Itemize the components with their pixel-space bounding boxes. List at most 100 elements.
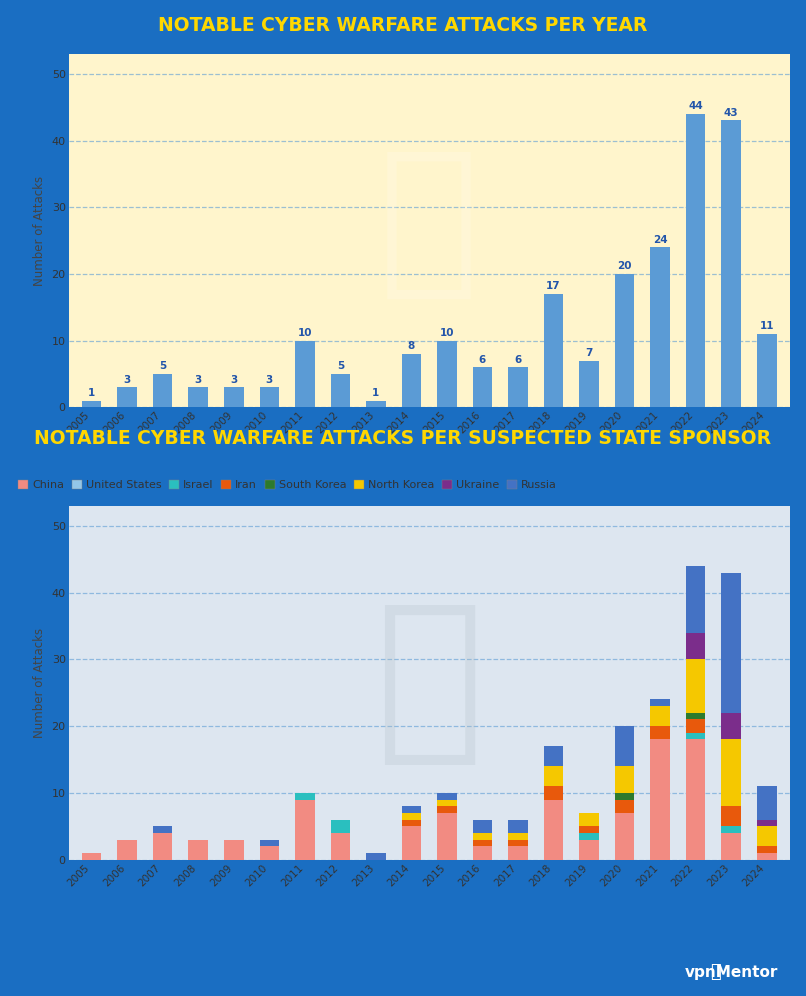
- Text: 10: 10: [440, 328, 455, 338]
- Bar: [650, 699, 670, 706]
- Bar: [224, 387, 243, 407]
- Bar: [580, 840, 599, 860]
- Bar: [686, 114, 705, 407]
- Text: 6: 6: [514, 355, 521, 365]
- Bar: [544, 766, 563, 786]
- Bar: [473, 820, 492, 833]
- Bar: [686, 733, 705, 739]
- Bar: [330, 833, 350, 860]
- Bar: [437, 806, 457, 813]
- Bar: [366, 853, 385, 860]
- Bar: [437, 800, 457, 806]
- Bar: [401, 354, 422, 407]
- Bar: [757, 820, 776, 827]
- Bar: [330, 820, 350, 833]
- Bar: [509, 847, 528, 860]
- Bar: [757, 786, 776, 820]
- Bar: [757, 847, 776, 853]
- Bar: [260, 847, 279, 860]
- Bar: [650, 726, 670, 739]
- Bar: [509, 368, 528, 407]
- Text: NOTABLE CYBER WARFARE ATTACKS PER YEAR: NOTABLE CYBER WARFARE ATTACKS PER YEAR: [158, 16, 648, 36]
- Bar: [686, 632, 705, 659]
- Bar: [473, 847, 492, 860]
- Bar: [82, 400, 102, 407]
- Bar: [721, 573, 741, 713]
- Text: 3: 3: [123, 374, 131, 384]
- Bar: [757, 827, 776, 847]
- Text: 43: 43: [724, 108, 738, 118]
- Bar: [509, 840, 528, 847]
- Bar: [650, 739, 670, 860]
- Bar: [580, 361, 599, 407]
- Text: 3: 3: [194, 374, 202, 384]
- Bar: [509, 820, 528, 833]
- Bar: [153, 833, 172, 860]
- Bar: [544, 746, 563, 766]
- Text: ⚿: ⚿: [379, 142, 480, 305]
- Bar: [721, 833, 741, 860]
- Bar: [544, 294, 563, 407]
- Bar: [615, 726, 634, 766]
- Y-axis label: Number of Attacks: Number of Attacks: [33, 175, 46, 286]
- Bar: [686, 719, 705, 733]
- Text: 11: 11: [759, 322, 774, 332]
- Text: 1: 1: [372, 388, 380, 398]
- Bar: [580, 833, 599, 840]
- Text: 17: 17: [546, 281, 561, 291]
- Bar: [330, 374, 350, 407]
- Bar: [437, 341, 457, 407]
- Bar: [686, 739, 705, 860]
- Text: 1: 1: [88, 388, 95, 398]
- Bar: [82, 853, 102, 860]
- Bar: [686, 566, 705, 632]
- Bar: [721, 121, 741, 407]
- Bar: [401, 827, 422, 860]
- Bar: [473, 368, 492, 407]
- Text: 🗺: 🗺: [375, 595, 484, 771]
- Bar: [580, 827, 599, 833]
- Bar: [615, 793, 634, 800]
- Bar: [473, 840, 492, 847]
- Text: 24: 24: [653, 235, 667, 245]
- Bar: [650, 247, 670, 407]
- Bar: [401, 806, 422, 813]
- Bar: [721, 713, 741, 739]
- Bar: [615, 813, 634, 860]
- Bar: [401, 820, 422, 827]
- Bar: [544, 800, 563, 860]
- Text: 3: 3: [266, 374, 273, 384]
- Bar: [615, 274, 634, 407]
- Text: 20: 20: [617, 261, 632, 271]
- Bar: [153, 827, 172, 833]
- Text: 3: 3: [231, 374, 238, 384]
- Bar: [189, 840, 208, 860]
- Text: 44: 44: [688, 102, 703, 112]
- Bar: [686, 659, 705, 713]
- Text: 5: 5: [337, 362, 344, 372]
- Bar: [401, 813, 422, 820]
- Bar: [580, 813, 599, 827]
- Bar: [615, 800, 634, 813]
- Bar: [118, 387, 137, 407]
- Text: NOTABLE CYBER WARFARE ATTACKS PER SUSPECTED STATE SPONSOR: NOTABLE CYBER WARFARE ATTACKS PER SUSPEC…: [35, 428, 771, 448]
- Text: 6: 6: [479, 355, 486, 365]
- Bar: [153, 374, 172, 407]
- Bar: [366, 400, 385, 407]
- Bar: [757, 334, 776, 407]
- Bar: [473, 833, 492, 840]
- Text: ⚿: ⚿: [711, 963, 721, 981]
- Legend: China, United States, Israel, Iran, South Korea, North Korea, Ukraine, Russia: China, United States, Israel, Iran, Sout…: [14, 475, 561, 495]
- Text: vpnMentor: vpnMentor: [684, 964, 778, 980]
- Bar: [189, 387, 208, 407]
- Bar: [721, 806, 741, 827]
- Bar: [295, 341, 314, 407]
- Bar: [295, 800, 314, 860]
- Text: 5: 5: [159, 362, 166, 372]
- Bar: [295, 793, 314, 800]
- Bar: [757, 853, 776, 860]
- Bar: [721, 827, 741, 833]
- Bar: [260, 387, 279, 407]
- Bar: [260, 840, 279, 847]
- Bar: [544, 786, 563, 800]
